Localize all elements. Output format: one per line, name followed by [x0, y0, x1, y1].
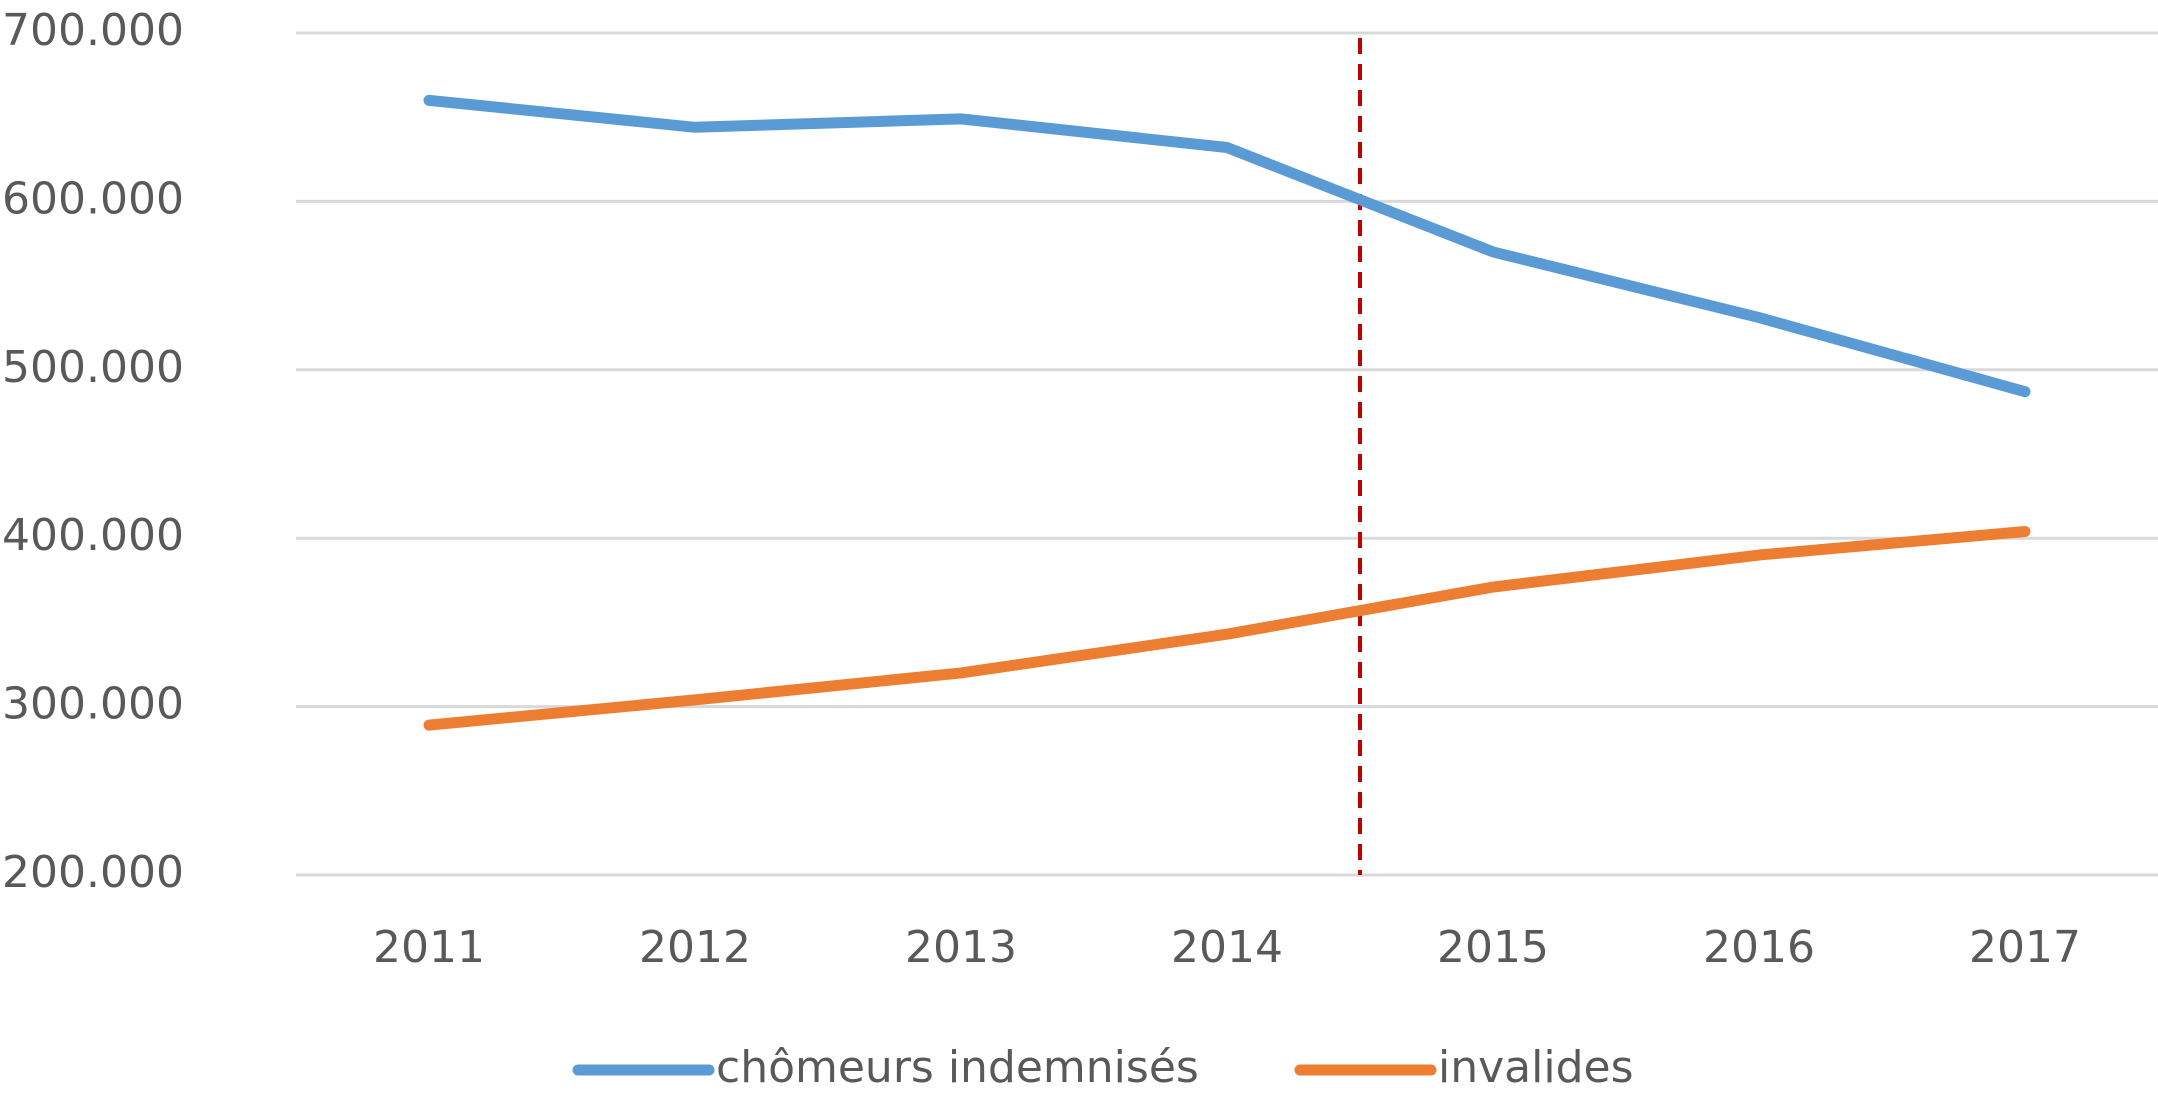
x-tick-label: 2017: [1969, 922, 2081, 973]
y-tick-label: 200.000: [2, 847, 184, 898]
y-tick-label: 700.000: [2, 5, 184, 56]
series-line: [423, 525, 2031, 731]
x-tick-label: 2013: [905, 922, 1017, 973]
x-tick-label: 2012: [639, 922, 751, 973]
y-tick-label: 400.000: [2, 510, 184, 561]
series-line: [423, 94, 2031, 398]
x-tick-label: 2016: [1703, 922, 1815, 973]
y-tick-label: 600.000: [2, 173, 184, 224]
x-tick-label: 2014: [1171, 922, 1283, 973]
y-tick-label: 500.000: [2, 342, 184, 393]
x-tick-label: 2015: [1437, 922, 1549, 973]
x-tick-label: 2011: [373, 922, 485, 973]
y-tick-label: 300.000: [2, 679, 184, 730]
legend-label: chômeurs indemnisés: [716, 1042, 1199, 1093]
legend-label: invalides: [1438, 1042, 1634, 1093]
